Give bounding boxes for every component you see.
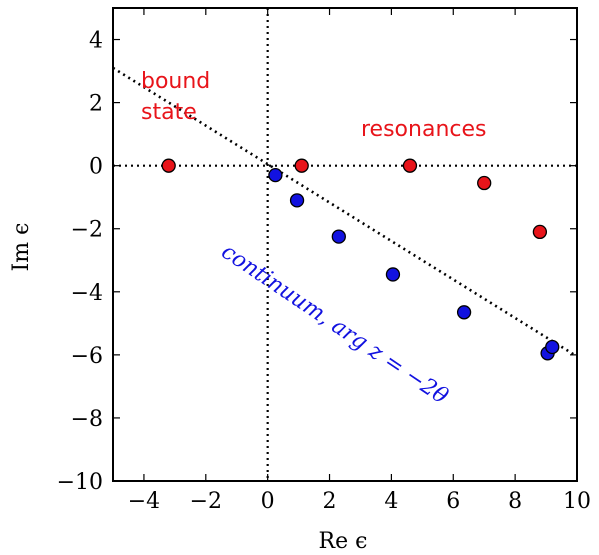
reference-line-sloped xyxy=(112,66,578,358)
y-tick-label: −8 xyxy=(71,407,103,432)
resonance-point xyxy=(294,158,309,173)
y-tick-label: −6 xyxy=(71,344,103,369)
x-tick-label: 8 xyxy=(508,489,522,514)
x-tick-label: −4 xyxy=(128,489,160,514)
annotation-bound-state-line1: bound xyxy=(141,69,210,94)
annotation-continuum: continuum, arg z = −2θ xyxy=(217,239,453,409)
x-tick-label: 10 xyxy=(563,489,591,514)
y-tick-label: 0 xyxy=(89,155,103,180)
continuum-point xyxy=(289,193,305,208)
x-tick-label: 4 xyxy=(384,489,398,514)
annotation-bound-state-line2: state xyxy=(141,100,197,125)
x-tick-label: −2 xyxy=(190,489,222,514)
continuum-point xyxy=(385,267,401,282)
resonance-point xyxy=(477,175,492,191)
continuum-point xyxy=(268,167,283,183)
y-tick-label: −10 xyxy=(57,470,103,495)
continuum-point xyxy=(331,229,346,244)
plot-frame xyxy=(112,7,578,482)
y-tick-label: −2 xyxy=(71,218,103,243)
x-tick-label: 2 xyxy=(323,489,337,514)
y-tick-label: 2 xyxy=(89,92,103,117)
x-tick-label: 0 xyxy=(261,489,275,514)
continuum-point xyxy=(456,305,472,320)
y-axis-label: Im ϵ xyxy=(9,223,34,272)
x-axis-label: Re ϵ xyxy=(319,529,368,554)
continuum-point xyxy=(545,339,560,355)
y-ticks: 4 2 0 −2 −4 −6 −8 −10 xyxy=(57,29,577,495)
x-ticks: −4 −2 0 2 4 6 8 10 xyxy=(128,8,591,514)
annotation-resonances: resonances xyxy=(361,117,486,142)
y-tick-label: 4 xyxy=(89,29,103,54)
resonance-point xyxy=(402,158,418,173)
reference-lines xyxy=(112,8,578,481)
x-tick-label: 6 xyxy=(446,489,460,514)
resonance-point xyxy=(532,224,548,240)
resonance-point xyxy=(161,158,176,173)
y-tick-label: −4 xyxy=(71,281,103,306)
data-points xyxy=(161,158,560,361)
